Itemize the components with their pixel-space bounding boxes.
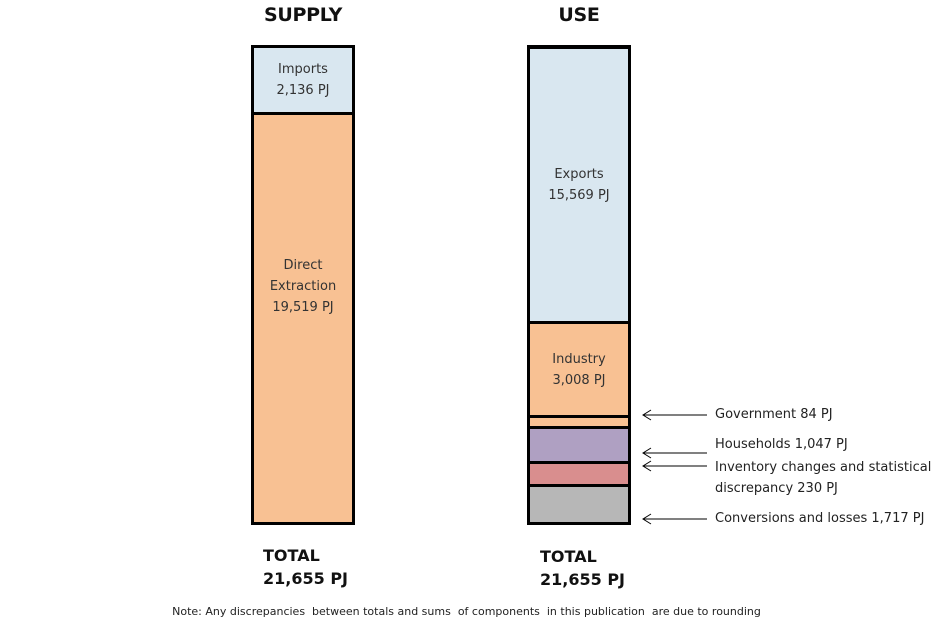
label-households: Households 1,047 PJ bbox=[715, 437, 848, 452]
arrow-conversions bbox=[642, 513, 707, 525]
supply-title: SUPPLY bbox=[263, 4, 343, 26]
segment-label: Imports bbox=[278, 62, 328, 77]
segment-value: 2,136 PJ bbox=[276, 83, 330, 98]
use-title: USE bbox=[558, 4, 600, 26]
supply-total: TOTAL 21,655 PJ bbox=[263, 544, 348, 590]
segment-label: Exports bbox=[554, 167, 604, 182]
label-inventory-line1: Inventory changes and statistical bbox=[715, 460, 932, 475]
arrow-inventory bbox=[642, 460, 707, 472]
arrow-government bbox=[642, 409, 707, 421]
label-conversions: Conversions and losses 1,717 PJ bbox=[715, 511, 925, 526]
segment-value: 19,519 PJ bbox=[272, 300, 334, 315]
arrow-households bbox=[642, 447, 707, 459]
segment-label: Direct Extraction bbox=[269, 258, 337, 294]
segment-value: 3,008 PJ bbox=[552, 372, 606, 388]
segment-direct-extraction: Direct Extraction 19,519 PJ bbox=[254, 115, 352, 522]
segment-households bbox=[530, 429, 628, 461]
segment-industry: Industry 3,008 PJ bbox=[530, 324, 628, 415]
segment-exports: Exports 15,569 PJ bbox=[530, 49, 628, 321]
segment-government bbox=[530, 418, 628, 426]
total-label: TOTAL bbox=[263, 546, 320, 565]
segment-inventory bbox=[530, 464, 628, 484]
segment-label: Industry bbox=[552, 351, 606, 367]
label-inventory-line2: discrepancy 230 PJ bbox=[715, 481, 838, 496]
label-government: Government 84 PJ bbox=[715, 407, 833, 422]
use-total: TOTAL 21,655 PJ bbox=[540, 545, 625, 591]
total-value: 21,655 PJ bbox=[540, 570, 625, 589]
total-label: TOTAL bbox=[540, 547, 597, 566]
supply-bar: Imports 2,136 PJ Direct Extraction 19,51… bbox=[251, 45, 355, 525]
footnote: Note: Any discrepancies between totals a… bbox=[172, 605, 761, 618]
total-value: 21,655 PJ bbox=[263, 569, 348, 588]
use-bar: Exports 15,569 PJ Industry 3,008 PJ bbox=[527, 45, 631, 525]
segment-imports: Imports 2,136 PJ bbox=[254, 48, 352, 112]
segment-value: 15,569 PJ bbox=[548, 188, 610, 203]
segment-conversions bbox=[530, 487, 628, 522]
